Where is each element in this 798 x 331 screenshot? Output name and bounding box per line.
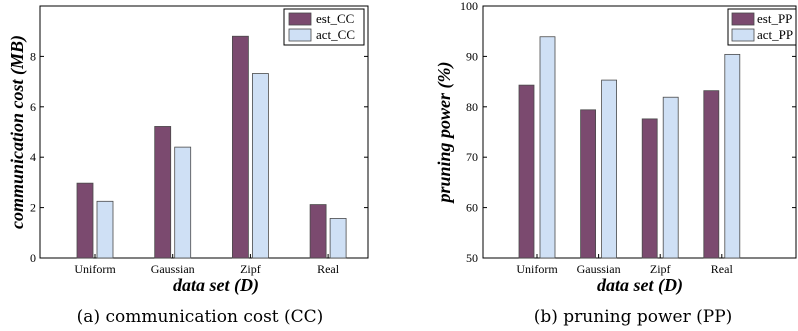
x-tick-label: Uniform [74,262,116,276]
bar-est_CC-real [309,204,327,259]
x-axis-label: data set (D) [173,275,259,296]
legend-swatch-est [288,12,312,26]
bar-act_PP-uniform [539,36,556,259]
y-tick-label: 0 [30,251,36,265]
bar-est_CC-zipf [231,35,249,259]
bar-group [76,35,347,259]
y-tick-label: 90 [466,49,478,63]
x-tick-label: Real [317,262,340,276]
bar-act_CC-zipf [251,73,269,259]
y-tick-label: 50 [466,251,478,265]
legend-label-est: est_CC [316,11,354,26]
y-tick-label: 2 [30,201,36,215]
bar-est_PP-real [703,90,720,259]
legend-swatch-est [731,12,755,26]
legend-swatch-act [731,28,755,42]
y-tick-label: 8 [30,49,36,63]
legend: est_CC act_CC [283,8,365,46]
y-tick-label: 60 [466,201,478,215]
x-axis-label: data set (D) [597,275,683,296]
bar-est_PP-gaussian [580,109,596,259]
x-tick-label: Gaussian [151,262,195,276]
x-tick-label: Zipf [650,262,671,276]
caption: (a) communication cost (CC) [77,307,324,327]
bar-act_CC-real [329,218,347,259]
category-label-group: Uniform Gaussian Zipf Real [74,254,340,276]
bar-act_PP-real [724,53,741,259]
legend: est_PP act_PP [727,8,797,46]
category-label-group: Uniform Gaussian Zipf Real [516,254,733,276]
bar-act_PP-zipf [662,96,679,259]
x-tick-label: Uniform [516,262,558,276]
bar-est_CC-uniform [76,182,94,259]
chart-communication-cost: 0 2 4 6 8 Uniform Gaussian Zipf Real est_CC act… [7,5,369,327]
legend-label-act: act_PP [757,27,793,42]
bar-est_PP-uniform [518,84,535,259]
legend-label-act: act_CC [316,27,355,42]
y-tick-label: 80 [466,100,478,114]
x-tick-label: Zipf [240,262,261,276]
y-tick-group: 50 60 70 80 90 100 [460,0,796,265]
legend-label-est: est_PP [757,11,792,26]
y-tick-group: 0 2 4 6 8 [30,49,368,265]
chart-pruning-power: 50 60 70 80 90 100 Uniform Gaussian Zipf Real es… [434,0,797,327]
bar-act_CC-gaussian [174,146,192,259]
y-tick-label: 100 [460,0,478,13]
y-tick-label: 6 [30,100,36,114]
bar-group [518,36,741,259]
legend-swatch-act [288,28,312,42]
y-axis-label: pruning power (%) [434,61,455,204]
plot-frame [39,5,369,259]
y-tick-label: 4 [30,150,36,164]
bar-est_CC-gaussian [154,126,172,259]
bar-act_PP-gaussian [601,79,617,259]
x-tick-label: Real [711,262,734,276]
x-tick-label: Gaussian [577,262,621,276]
plot-frame [482,5,797,259]
y-tick-label: 70 [466,150,478,164]
caption: (b) pruning power (PP) [534,307,733,327]
bar-act_CC-uniform [96,200,114,259]
y-axis-label: communication cost (MB) [7,35,28,229]
bar-est_PP-zipf [641,118,658,259]
